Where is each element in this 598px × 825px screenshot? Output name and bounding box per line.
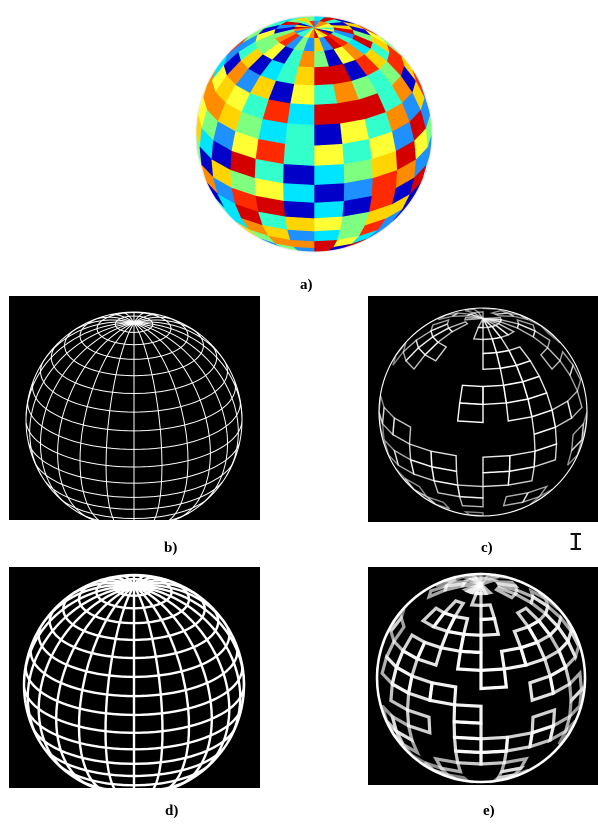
patch-outline [391,684,409,710]
sphere-patch [314,104,340,126]
thick-outline-panel [368,567,598,785]
patch-outline [434,481,460,497]
patch-outline [460,634,481,652]
caption-a: a) [300,277,313,294]
colored-sphere-svg [190,10,438,258]
patch-outline [509,347,530,366]
thick-wireframe-sphere-svg [9,567,260,788]
sphere-patch [314,201,344,218]
longitude-line [134,323,238,476]
sphere-patch [284,144,314,166]
sphere-patch [314,124,343,146]
patch-outline [427,497,450,509]
colored-sphere-figure [190,10,438,263]
patch-outline [406,348,425,369]
patch-outline [530,490,552,505]
patch-outline [458,485,483,498]
sphere-patch [285,124,314,146]
sphere-patch [284,164,315,185]
patch-outline [497,582,516,586]
patch-outline [458,403,483,423]
patch-outline [568,391,582,418]
patch-outline [393,418,411,444]
sphere-patch [284,201,314,218]
longitude-line [28,586,134,742]
longitude-line [44,322,134,361]
patch-outline [430,683,456,705]
patch-outline [478,318,483,327]
sphere-patch [288,104,314,126]
patch-outline [533,331,550,348]
outline-panel [368,296,598,522]
sphere-patch [314,144,344,166]
patch-outline [456,751,481,764]
patch-outline [534,444,556,467]
patch-outline [550,667,570,693]
wireframe-panel [9,296,260,520]
sphere-patch [291,85,314,106]
patch-outline [431,324,449,337]
caption-c: c) [481,540,493,557]
patch-outline [383,407,395,434]
caption-e: e) [483,803,495,820]
patch-outline [460,385,483,404]
patch-outline [458,651,481,670]
patch-outline [472,593,481,605]
thick-outline-sphere-svg [368,567,598,785]
patch-outline [492,311,508,315]
patch-outline [483,471,510,486]
sphere-patch [314,85,337,106]
sphere-patch [288,230,314,242]
sphere-patch [314,184,345,203]
thick-wireframe-panel [9,567,260,788]
patch-outline [508,467,534,485]
wireframe-sphere-svg [9,296,260,520]
sphere-patch [284,184,315,203]
patch-outline [523,376,547,399]
sphere-patch [314,230,340,242]
patch-outline [481,751,506,764]
patch-outline [425,342,446,361]
longitude-line [134,323,162,520]
patch-outline [481,669,506,689]
patch-outline [465,318,483,320]
patch-outline [483,456,510,473]
patch-outline [528,393,552,417]
patch-outline [541,348,560,369]
outline-sphere-svg [368,296,598,522]
patch-outline [405,478,427,496]
patch-outline [483,385,506,404]
patch-outline [409,676,433,700]
patch-outline [474,327,483,339]
caption-d: d) [165,803,178,820]
sphere-patch [314,164,345,185]
patch-outline [460,497,483,507]
longitude-line [134,322,224,361]
text-cursor-icon: I [568,530,584,556]
sphere-patch [285,217,314,232]
sphere-patch [314,217,343,232]
patch-outline [570,365,581,391]
patch-outline [411,460,435,481]
patch-outline [521,642,545,665]
caption-b: b) [164,540,177,557]
longitude-line [30,323,134,476]
longitude-line [134,586,240,742]
patch-outline [481,619,498,636]
patch-outline [516,361,539,382]
patch-outline [417,642,441,665]
longitude-line [106,323,134,520]
